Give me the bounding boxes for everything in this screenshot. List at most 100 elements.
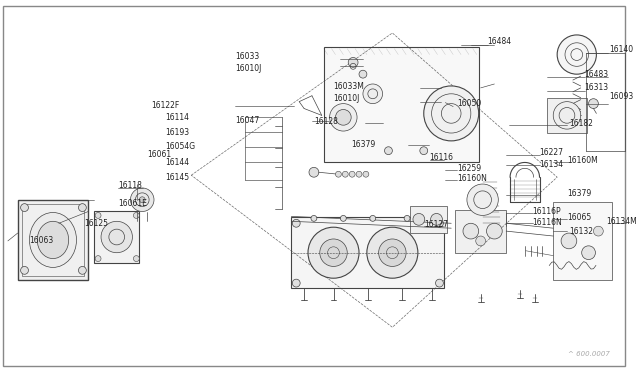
Circle shape	[359, 70, 367, 78]
Text: 16182: 16182	[569, 119, 593, 128]
Bar	[324, 47, 479, 163]
Circle shape	[140, 197, 145, 203]
Circle shape	[95, 256, 101, 262]
Circle shape	[420, 147, 428, 155]
Bar	[18, 200, 88, 280]
Circle shape	[413, 214, 425, 225]
Text: 16010J: 16010J	[236, 64, 262, 73]
Circle shape	[589, 99, 598, 109]
Text: 16484: 16484	[488, 37, 511, 46]
Circle shape	[20, 203, 28, 212]
Circle shape	[486, 223, 502, 239]
Bar	[94, 211, 140, 263]
Circle shape	[79, 266, 86, 274]
Circle shape	[431, 214, 442, 225]
Text: 16050: 16050	[457, 99, 481, 108]
Text: 16047: 16047	[236, 116, 260, 125]
Text: 16061E: 16061E	[118, 199, 147, 208]
Text: 16116P: 16116P	[532, 207, 561, 216]
Text: 16122F: 16122F	[151, 101, 179, 110]
Circle shape	[557, 35, 596, 74]
Circle shape	[561, 233, 577, 249]
Bar	[547, 98, 587, 133]
Circle shape	[131, 188, 154, 212]
Text: 16116N: 16116N	[532, 218, 563, 227]
Text: 16134: 16134	[540, 160, 564, 169]
Text: 16140: 16140	[609, 45, 633, 54]
Text: 16010J: 16010J	[333, 94, 360, 103]
Text: 16125: 16125	[84, 219, 108, 228]
Circle shape	[20, 266, 28, 274]
Circle shape	[79, 203, 86, 212]
Bar	[22, 203, 84, 276]
Circle shape	[404, 215, 410, 221]
Bar	[291, 217, 444, 288]
Text: 16033: 16033	[236, 52, 260, 61]
Circle shape	[367, 227, 418, 278]
Text: 16114: 16114	[164, 113, 189, 122]
Circle shape	[424, 86, 479, 141]
Circle shape	[348, 58, 358, 67]
Text: 16128: 16128	[314, 117, 338, 126]
Text: 16116: 16116	[429, 153, 454, 162]
Circle shape	[292, 279, 300, 287]
Bar	[553, 202, 612, 280]
Circle shape	[370, 215, 376, 221]
Circle shape	[95, 212, 101, 218]
Circle shape	[340, 215, 346, 221]
Circle shape	[363, 84, 383, 104]
Text: 16160N: 16160N	[457, 174, 487, 183]
Text: 16379: 16379	[351, 140, 376, 149]
Text: 16259: 16259	[457, 164, 481, 173]
Text: 16227: 16227	[540, 148, 563, 157]
Text: 16093: 16093	[609, 92, 634, 101]
Text: ^ 600.0007: ^ 600.0007	[568, 351, 610, 357]
Bar	[455, 209, 506, 253]
Text: 16063: 16063	[29, 237, 54, 246]
Text: 16132: 16132	[569, 227, 593, 235]
Text: 16065: 16065	[567, 213, 591, 222]
Circle shape	[335, 109, 351, 125]
Text: 16145: 16145	[164, 173, 189, 182]
Ellipse shape	[29, 212, 77, 267]
Circle shape	[320, 239, 348, 266]
Circle shape	[330, 104, 357, 131]
Circle shape	[342, 171, 348, 177]
Circle shape	[335, 171, 341, 177]
Text: 16127: 16127	[424, 220, 448, 229]
Circle shape	[363, 171, 369, 177]
Circle shape	[308, 227, 359, 278]
Circle shape	[292, 219, 300, 227]
Text: 16033M: 16033M	[333, 83, 364, 92]
Circle shape	[593, 226, 604, 236]
Text: 16193: 16193	[164, 128, 189, 137]
Circle shape	[309, 167, 319, 177]
Text: 16160M: 16160M	[567, 156, 598, 165]
Circle shape	[553, 102, 580, 129]
Circle shape	[133, 256, 140, 262]
Circle shape	[356, 171, 362, 177]
Circle shape	[436, 219, 444, 227]
Circle shape	[467, 184, 499, 215]
Text: 16144: 16144	[164, 158, 189, 167]
Circle shape	[476, 236, 486, 246]
Ellipse shape	[37, 221, 68, 259]
Circle shape	[385, 147, 392, 155]
Circle shape	[582, 246, 595, 260]
Text: 16118: 16118	[118, 180, 141, 189]
Bar	[410, 206, 447, 233]
Circle shape	[463, 223, 479, 239]
Text: 16134M: 16134M	[606, 217, 637, 226]
Circle shape	[133, 212, 140, 218]
Circle shape	[379, 239, 406, 266]
Text: 16313: 16313	[584, 83, 609, 92]
Circle shape	[101, 221, 132, 253]
Text: 16061: 16061	[147, 150, 172, 159]
Circle shape	[349, 171, 355, 177]
Circle shape	[311, 215, 317, 221]
Text: 16483: 16483	[584, 70, 609, 78]
Circle shape	[433, 215, 440, 221]
Text: 16379: 16379	[567, 189, 591, 198]
Circle shape	[436, 279, 444, 287]
Text: 16054G: 16054G	[164, 142, 195, 151]
